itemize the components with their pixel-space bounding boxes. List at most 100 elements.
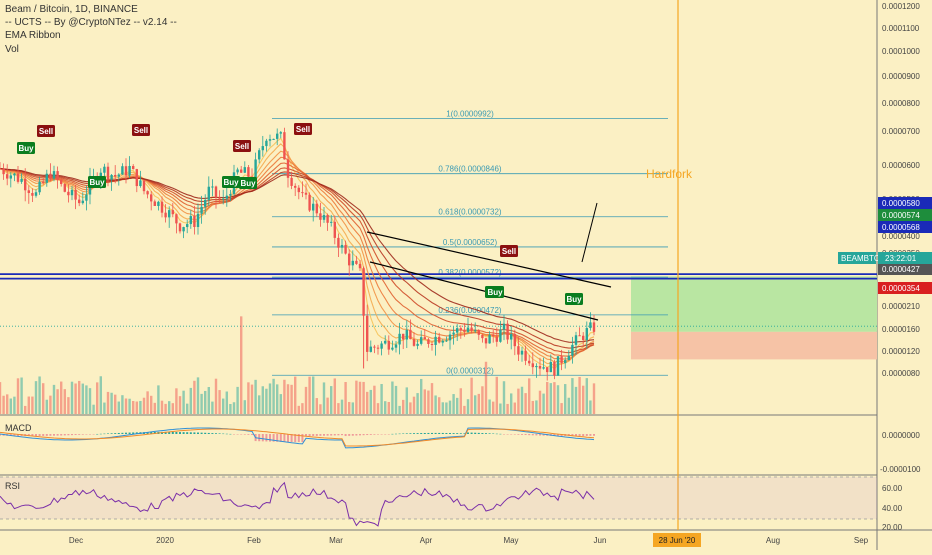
macd-histogram-bar: [593, 434, 595, 436]
candle-body: [294, 185, 297, 188]
candle-body: [56, 171, 59, 181]
volume-bar: [456, 397, 459, 414]
chart-legend: Beam / Bitcoin, 1D, BINANCE -- UCTS -- B…: [5, 3, 177, 56]
candle-body: [38, 181, 41, 193]
macd-histogram-bar: [463, 433, 466, 434]
candle-body: [225, 195, 228, 199]
buy-signal: [486, 286, 504, 298]
volume-bar: [567, 397, 570, 414]
volume-bar: [214, 378, 218, 414]
macd-histogram-bar: [531, 434, 534, 436]
volume-bar: [477, 393, 480, 414]
sell-signal: [233, 140, 251, 152]
price-axis-label: 0.0000580: [882, 199, 920, 208]
volume-bar: [96, 382, 99, 414]
macd-histogram-bar: [488, 433, 491, 434]
candle-body: [499, 329, 502, 342]
candle-body: [340, 244, 344, 248]
macd-histogram-bar: [557, 434, 559, 436]
macd-histogram-bar: [308, 434, 311, 437]
macd-histogram-bar: [510, 434, 513, 435]
fib-level-label: 1(0.0000992): [446, 110, 494, 119]
volume-bar: [52, 384, 56, 414]
candle-body: [470, 327, 473, 331]
candle-body: [423, 337, 426, 340]
macd-histogram-bar: [17, 434, 19, 437]
volume-bar: [222, 398, 225, 414]
macd-histogram-bar: [211, 433, 214, 434]
macd-histogram-bar: [117, 432, 120, 434]
price-axis-label-box: [878, 221, 932, 233]
candle-body: [387, 340, 390, 350]
volume-bar: [337, 403, 340, 414]
buy-signal-label: Buy: [487, 288, 503, 297]
price-axis-tick: 0.0000400: [882, 232, 920, 241]
macd-histogram-bar: [438, 432, 441, 434]
volume-bar: [304, 386, 308, 414]
volume-bar: [441, 402, 444, 414]
volume-bar: [423, 389, 426, 414]
price-axis-label: 0.0000354: [882, 284, 920, 293]
candle-body: [74, 189, 77, 200]
volume-bar: [589, 400, 592, 414]
macd-histogram-bar: [474, 432, 477, 434]
macd-histogram-bar: [81, 434, 84, 435]
macd-histogram-bar: [153, 431, 156, 434]
volume-bar: [42, 383, 45, 414]
volume-bar: [488, 399, 491, 414]
macd-histogram-bar: [441, 432, 444, 434]
macd-histogram-bar: [49, 434, 52, 436]
volume-bar: [168, 401, 171, 414]
macd-histogram-bar: [362, 434, 365, 436]
price-axis-tick: 0.0001000: [882, 47, 920, 56]
volume-bar: [517, 388, 520, 414]
volume-bar: [492, 401, 495, 414]
volume-bar: [452, 394, 455, 414]
price-axis-tick: 0.0001200: [882, 2, 920, 11]
candle-body: [196, 213, 200, 227]
macd-histogram-bar: [171, 431, 174, 434]
macd-histogram-bar: [405, 433, 408, 434]
time-axis-tick: Feb: [247, 536, 261, 545]
candle-body: [513, 334, 516, 347]
macd-histogram-bar: [287, 434, 289, 442]
candle-body: [124, 166, 128, 176]
sell-signal-label: Sell: [502, 247, 516, 256]
macd-histogram-bar: [35, 434, 37, 437]
rsi-pane-label: RSI: [5, 481, 21, 491]
fib-level-label: 0(0.0000312): [446, 366, 494, 375]
candle-body: [477, 330, 480, 335]
volume-bar: [175, 388, 178, 414]
candle-body: [456, 328, 459, 333]
macd-histogram-bar: [218, 433, 221, 434]
candle-body: [103, 166, 106, 173]
volume-bar: [330, 386, 333, 414]
macd-axis-tick: -0.0000100: [880, 465, 921, 474]
candle-body: [319, 213, 322, 220]
candle-body: [402, 333, 405, 340]
volume-bar: [27, 396, 30, 414]
macd-histogram-bar: [125, 432, 127, 434]
macd-histogram-bar: [279, 434, 282, 442]
candle-body: [243, 167, 246, 173]
macd-histogram-bar: [63, 434, 66, 436]
macd-histogram-bar: [481, 433, 484, 434]
macd-histogram-bar: [261, 434, 264, 442]
volume-bar: [114, 394, 117, 414]
candle-body: [445, 340, 448, 342]
macd-histogram-bar: [258, 434, 261, 442]
fib-level-label: 0.618(0.0000732): [438, 208, 502, 217]
candle-body: [560, 356, 563, 364]
candle-body: [178, 223, 182, 232]
macd-histogram-bar: [67, 434, 70, 436]
candle-body: [322, 214, 326, 220]
volume-bar: [290, 384, 293, 414]
candle-body: [146, 191, 149, 195]
candle-body: [52, 171, 56, 179]
macd-histogram-bar: [333, 434, 336, 436]
symbol-tag: [838, 252, 876, 264]
volume-bar: [344, 382, 347, 414]
price-axis-label: 0.0000574: [882, 211, 920, 220]
volume-bar: [178, 396, 182, 414]
